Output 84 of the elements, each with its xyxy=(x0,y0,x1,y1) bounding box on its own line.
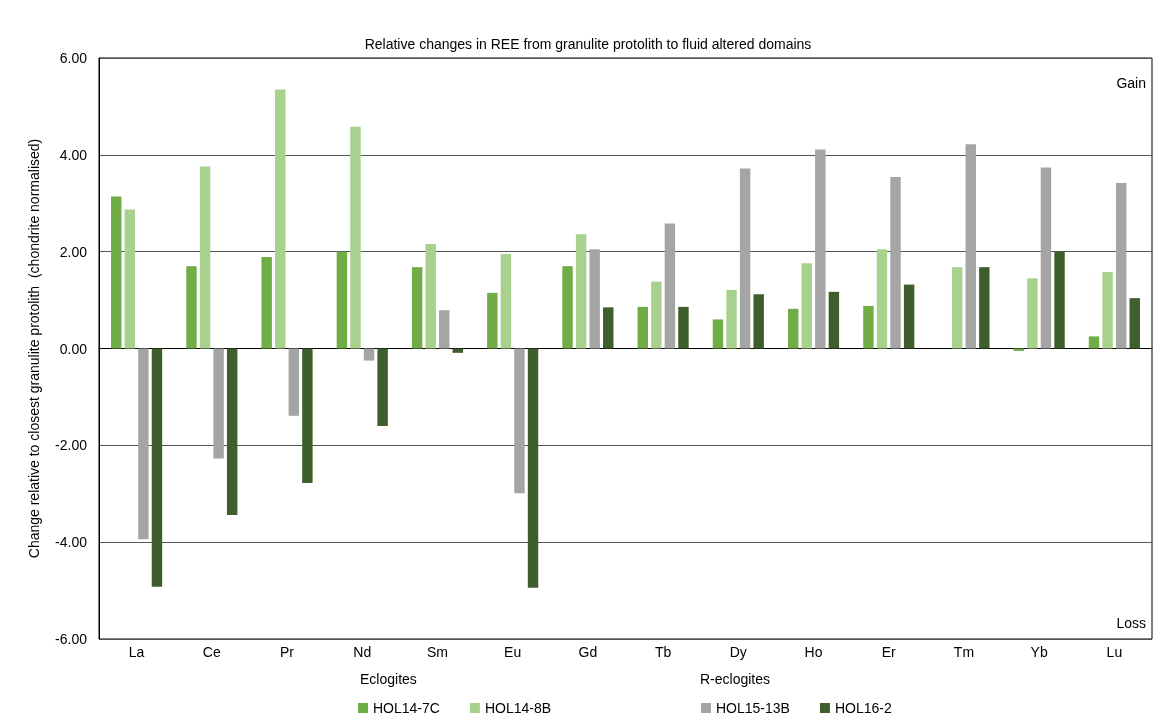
x-tick-label: Nd xyxy=(353,644,372,660)
x-tick-label: Gd xyxy=(578,644,598,660)
bar xyxy=(487,292,498,349)
bar xyxy=(350,126,361,349)
bar xyxy=(199,166,211,349)
bar xyxy=(275,89,286,349)
bar xyxy=(500,254,512,349)
bar xyxy=(213,348,224,459)
y-axis-title: Change relative to closest granulite protolith (chondrite normalised) xyxy=(26,138,42,559)
text: R-eclogites xyxy=(700,671,771,687)
legend-label: HOL15-13B xyxy=(716,700,790,716)
bar xyxy=(603,307,614,349)
x-tick-label: Yb xyxy=(1030,644,1048,660)
x-tick-label: Er xyxy=(881,644,897,660)
x-tick-label: Tb xyxy=(654,644,672,660)
bar xyxy=(226,348,238,516)
chart-title: Relative changes in REE from granulite protolith to fluid altered domains xyxy=(364,36,812,52)
y-tick-label: 0.00 xyxy=(59,340,88,357)
bar xyxy=(562,266,573,349)
y-tick-label: -2.00 xyxy=(55,437,88,454)
bar xyxy=(678,306,689,349)
bar xyxy=(876,249,888,349)
bar xyxy=(651,281,662,349)
annotation: Gain xyxy=(1116,75,1147,91)
x-tick-label: Dy xyxy=(729,644,747,660)
y-tick-label: -4.00 xyxy=(55,534,88,551)
bar xyxy=(514,348,525,494)
bar xyxy=(979,267,990,349)
bar xyxy=(739,168,751,349)
bar xyxy=(336,251,348,349)
y-tick-label: 2.00 xyxy=(59,243,88,260)
text: Eclogites xyxy=(360,671,417,687)
bar xyxy=(712,319,724,349)
x-tick-label: La xyxy=(128,644,145,660)
bar xyxy=(363,348,375,361)
bar xyxy=(425,243,436,349)
bar xyxy=(186,266,197,349)
bar xyxy=(377,348,388,426)
bar xyxy=(903,284,915,349)
bar xyxy=(1088,336,1100,349)
bar xyxy=(527,348,539,588)
bar xyxy=(111,196,122,349)
bar xyxy=(124,209,136,349)
bar xyxy=(1040,167,1052,349)
bar xyxy=(637,306,648,349)
bar xyxy=(302,348,313,484)
legend-label: HOL14-8B xyxy=(484,700,552,716)
bar xyxy=(965,144,976,349)
legend-label: HOL16-2 xyxy=(834,700,892,716)
bar xyxy=(890,177,901,349)
x-tick-label: Eu xyxy=(504,644,522,660)
bar xyxy=(863,305,874,349)
y-tick-label: 6.00 xyxy=(59,50,88,66)
bar xyxy=(261,256,272,349)
x-tick-label: Tm xyxy=(953,644,975,660)
bar xyxy=(138,348,149,540)
bar xyxy=(828,291,840,349)
bar xyxy=(815,149,826,349)
x-tick-label: Pr xyxy=(280,644,295,660)
bar xyxy=(787,308,799,349)
bar xyxy=(439,310,450,349)
bar xyxy=(753,294,764,349)
bar xyxy=(1054,251,1065,349)
bar xyxy=(288,348,300,416)
bar xyxy=(951,267,963,349)
bar xyxy=(1102,272,1113,349)
bar xyxy=(1027,278,1038,349)
x-tick-label: Ho xyxy=(804,644,823,660)
bar xyxy=(664,223,676,349)
y-tick-label: -6.00 xyxy=(55,631,88,647)
bar xyxy=(575,234,587,349)
bar xyxy=(411,267,423,349)
x-tick-label: Sm xyxy=(426,644,448,660)
x-tick-label: Ce xyxy=(202,644,221,660)
bar xyxy=(151,348,163,587)
bar xyxy=(589,249,600,349)
bar xyxy=(1115,182,1127,349)
bar xyxy=(1129,298,1140,349)
x-tick-label: Lu xyxy=(1106,644,1123,660)
legend-label: HOL14-7C xyxy=(373,700,440,716)
y-tick-label: 4.00 xyxy=(59,146,88,163)
bar xyxy=(726,289,737,349)
annotation: Loss xyxy=(1116,615,1147,631)
bar xyxy=(801,263,812,349)
